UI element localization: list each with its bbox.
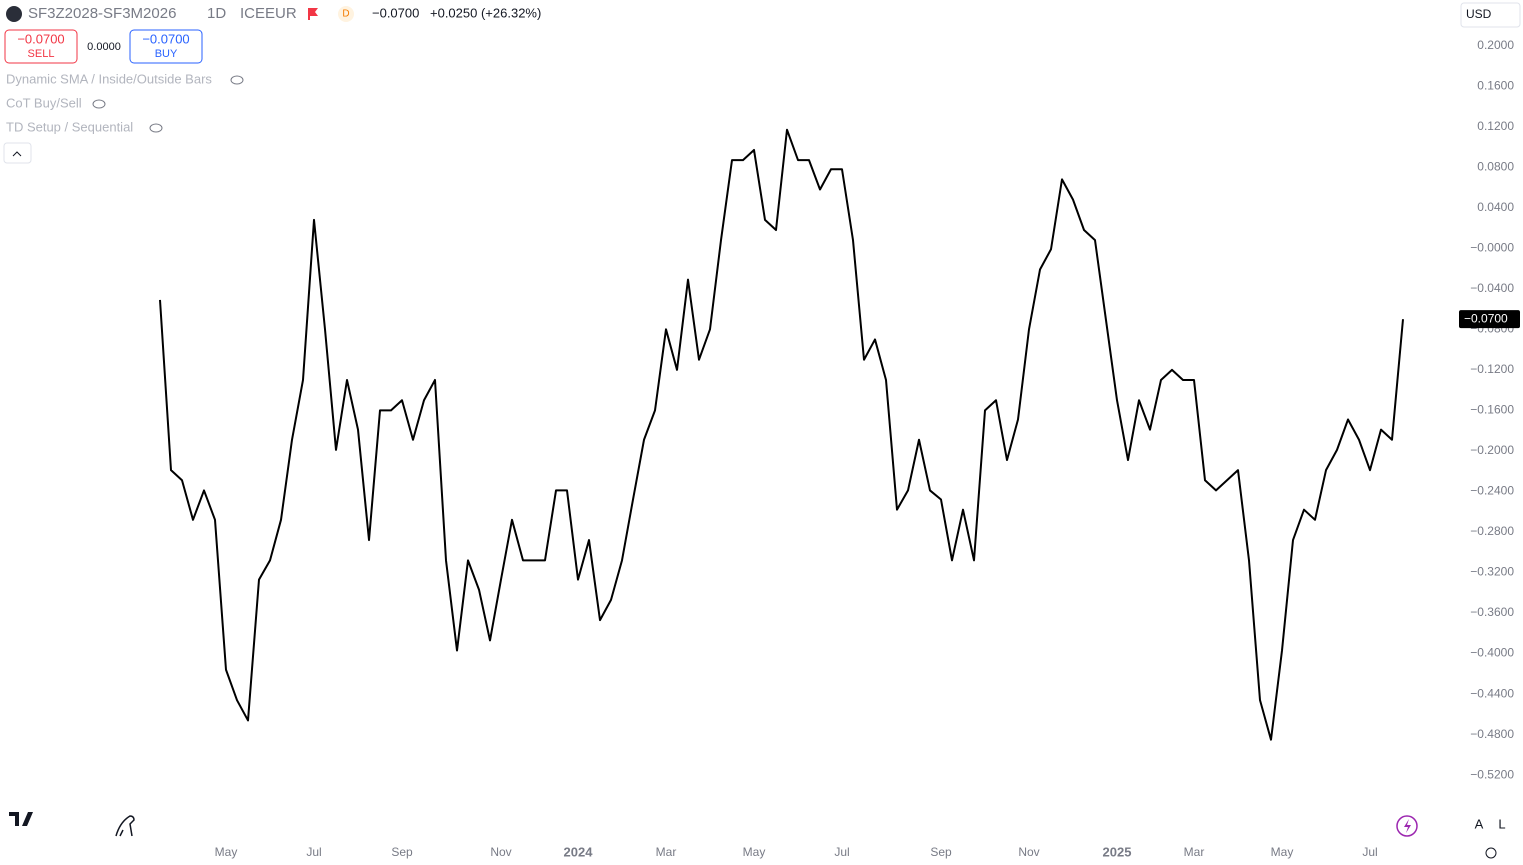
- badge: D: [342, 9, 349, 20]
- y-tick-label: 0.0800: [1477, 159, 1514, 173]
- sell-price: −0.0700: [17, 31, 64, 46]
- y-tick-label: −0.0400: [1470, 281, 1514, 295]
- spread: 0.0000: [87, 41, 121, 53]
- sell-label: SELL: [28, 48, 55, 60]
- dino-icon[interactable]: [115, 815, 135, 837]
- y-tick-label: −0.4400: [1470, 686, 1514, 700]
- log-scale[interactable]: L: [1498, 816, 1505, 831]
- symbol-icon: [6, 6, 22, 22]
- indicator[interactable]: TD Setup / Sequential: [6, 119, 133, 134]
- y-tick-label: −0.2400: [1470, 484, 1514, 498]
- chevron: [12, 151, 22, 157]
- exchange: ICEEUR: [240, 5, 297, 22]
- last-price: −0.0700: [372, 5, 419, 20]
- interval[interactable]: 1D: [207, 5, 226, 22]
- sell-button[interactable]: [4, 29, 78, 64]
- hide-icon[interactable]: [149, 123, 163, 133]
- y-tick-label: 0.1600: [1477, 78, 1514, 92]
- buy-price: −0.0700: [142, 31, 189, 46]
- x-tick-label: Jul: [1362, 845, 1377, 859]
- currency: USD: [1466, 7, 1492, 21]
- flag-icon[interactable]: [308, 8, 318, 20]
- y-tick-label: −0.2000: [1470, 443, 1514, 457]
- change: +0.0250 (+26.32%): [430, 5, 541, 20]
- badge-bg: [338, 6, 354, 22]
- buy-button[interactable]: [129, 29, 203, 64]
- y-tick-label: −0.4000: [1470, 646, 1514, 660]
- y-tick-label: −0.5200: [1470, 767, 1514, 781]
- indicator[interactable]: CoT Buy/Sell: [6, 95, 82, 110]
- lightning: [1404, 819, 1411, 833]
- x-tick-label: Mar: [656, 845, 677, 859]
- plot: 0.2000 0.1600 0.1200 0.0800 0.0400 −0.0000 −0.…: [159, 38, 1520, 859]
- x-tick-label: Sep: [930, 845, 952, 859]
- x-tick-label: Jul: [834, 845, 849, 859]
- y-tick-label: −0.4800: [1470, 727, 1514, 741]
- x-tick-label: Nov: [1018, 845, 1039, 859]
- y-tick-label: −0.2800: [1470, 524, 1514, 538]
- indicator[interactable]: Dynamic SMA / Inside/Outside Bars: [6, 71, 212, 86]
- tv-logo[interactable]: [9, 812, 33, 826]
- x-tick-label: 2025: [1103, 844, 1132, 859]
- y-tick-label: 0.2000: [1477, 38, 1514, 52]
- buy-label: BUY: [155, 48, 178, 60]
- x-tick-label: Mar: [1184, 845, 1205, 859]
- hide-icon[interactable]: [230, 75, 244, 85]
- lightning-button[interactable]: [1396, 815, 1418, 837]
- x-tick-label: Jul: [306, 845, 321, 859]
- x-tick-label: May: [215, 845, 238, 859]
- settings-button[interactable]: [1485, 847, 1497, 859]
- x-tick-label: May: [743, 845, 766, 859]
- y-tick-label: −0.1600: [1470, 403, 1514, 417]
- x-tick-label: May: [1271, 845, 1294, 859]
- symbol[interactable]: SF3Z2028-SF3M2026: [28, 5, 176, 22]
- price-tag: −0.0700: [1464, 311, 1508, 325]
- y-tick-label: 0.0400: [1477, 200, 1514, 214]
- x-tick-label: Sep: [391, 845, 413, 859]
- hide-icon[interactable]: [92, 99, 106, 109]
- y-tick-label: −0.0000: [1470, 240, 1514, 254]
- price-line: [159, 128, 1404, 741]
- x-tick-label: Nov: [490, 845, 511, 859]
- currency-button[interactable]: [1460, 2, 1521, 28]
- price-tag-bg: [1459, 310, 1520, 329]
- y-tick-label: 0.1200: [1477, 119, 1514, 133]
- x-tick-label: 2024: [564, 844, 594, 859]
- y-tick-label: −0.3600: [1470, 605, 1514, 619]
- auto-scale[interactable]: A: [1475, 816, 1484, 831]
- y-tick-label: −0.3200: [1470, 565, 1514, 579]
- y-tick-label: −0.1200: [1470, 362, 1514, 376]
